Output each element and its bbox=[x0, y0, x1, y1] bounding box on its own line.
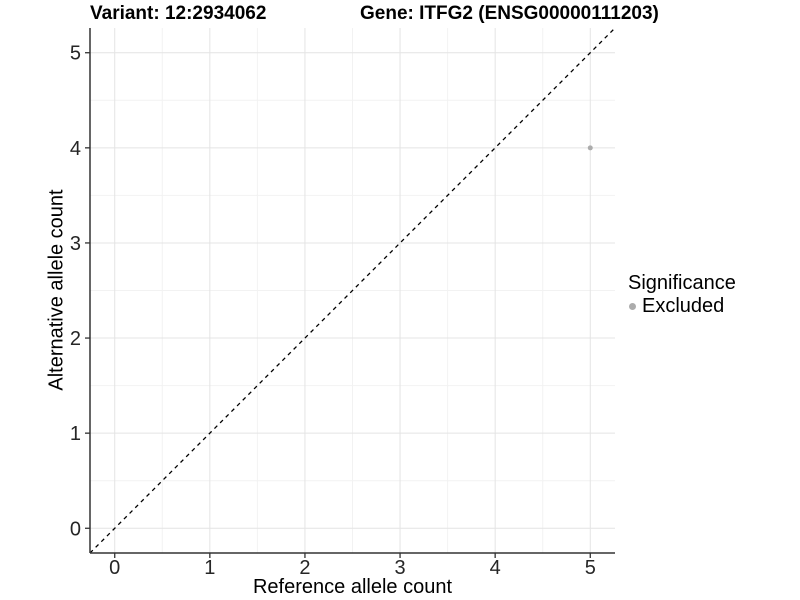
legend-point-icon bbox=[629, 302, 636, 310]
y-tick-label: 0 bbox=[70, 518, 81, 540]
x-tick-label: 4 bbox=[490, 557, 501, 579]
identity-reference-line bbox=[89, 27, 616, 554]
y-tick-label: 3 bbox=[70, 233, 81, 255]
legend-item-excluded: Excluded bbox=[628, 295, 736, 317]
plot-title-gene: Gene: ITFG2 (ENSG00000111203) bbox=[360, 3, 659, 24]
plot-title-variant: Variant: 12:2934062 bbox=[90, 3, 267, 24]
legend-title: Significance bbox=[628, 272, 736, 294]
data-point bbox=[587, 145, 593, 151]
x-axis-title: Reference allele count bbox=[252, 576, 452, 598]
x-tick-label: 5 bbox=[585, 557, 596, 579]
y-tick-label: 5 bbox=[70, 43, 81, 65]
y-tick-label: 4 bbox=[70, 138, 81, 160]
y-axis-title: Alternative allele count bbox=[45, 189, 68, 391]
x-tick-label: 3 bbox=[394, 557, 405, 579]
legend: Significance Excluded bbox=[628, 272, 736, 317]
y-tick-label: 1 bbox=[70, 423, 81, 445]
x-tick-label: 2 bbox=[299, 557, 310, 579]
y-tick-label: 2 bbox=[70, 328, 81, 350]
x-tick-label: 0 bbox=[109, 557, 120, 579]
x-tick-label: 1 bbox=[204, 557, 215, 579]
legend-item-label: Excluded bbox=[642, 295, 725, 317]
